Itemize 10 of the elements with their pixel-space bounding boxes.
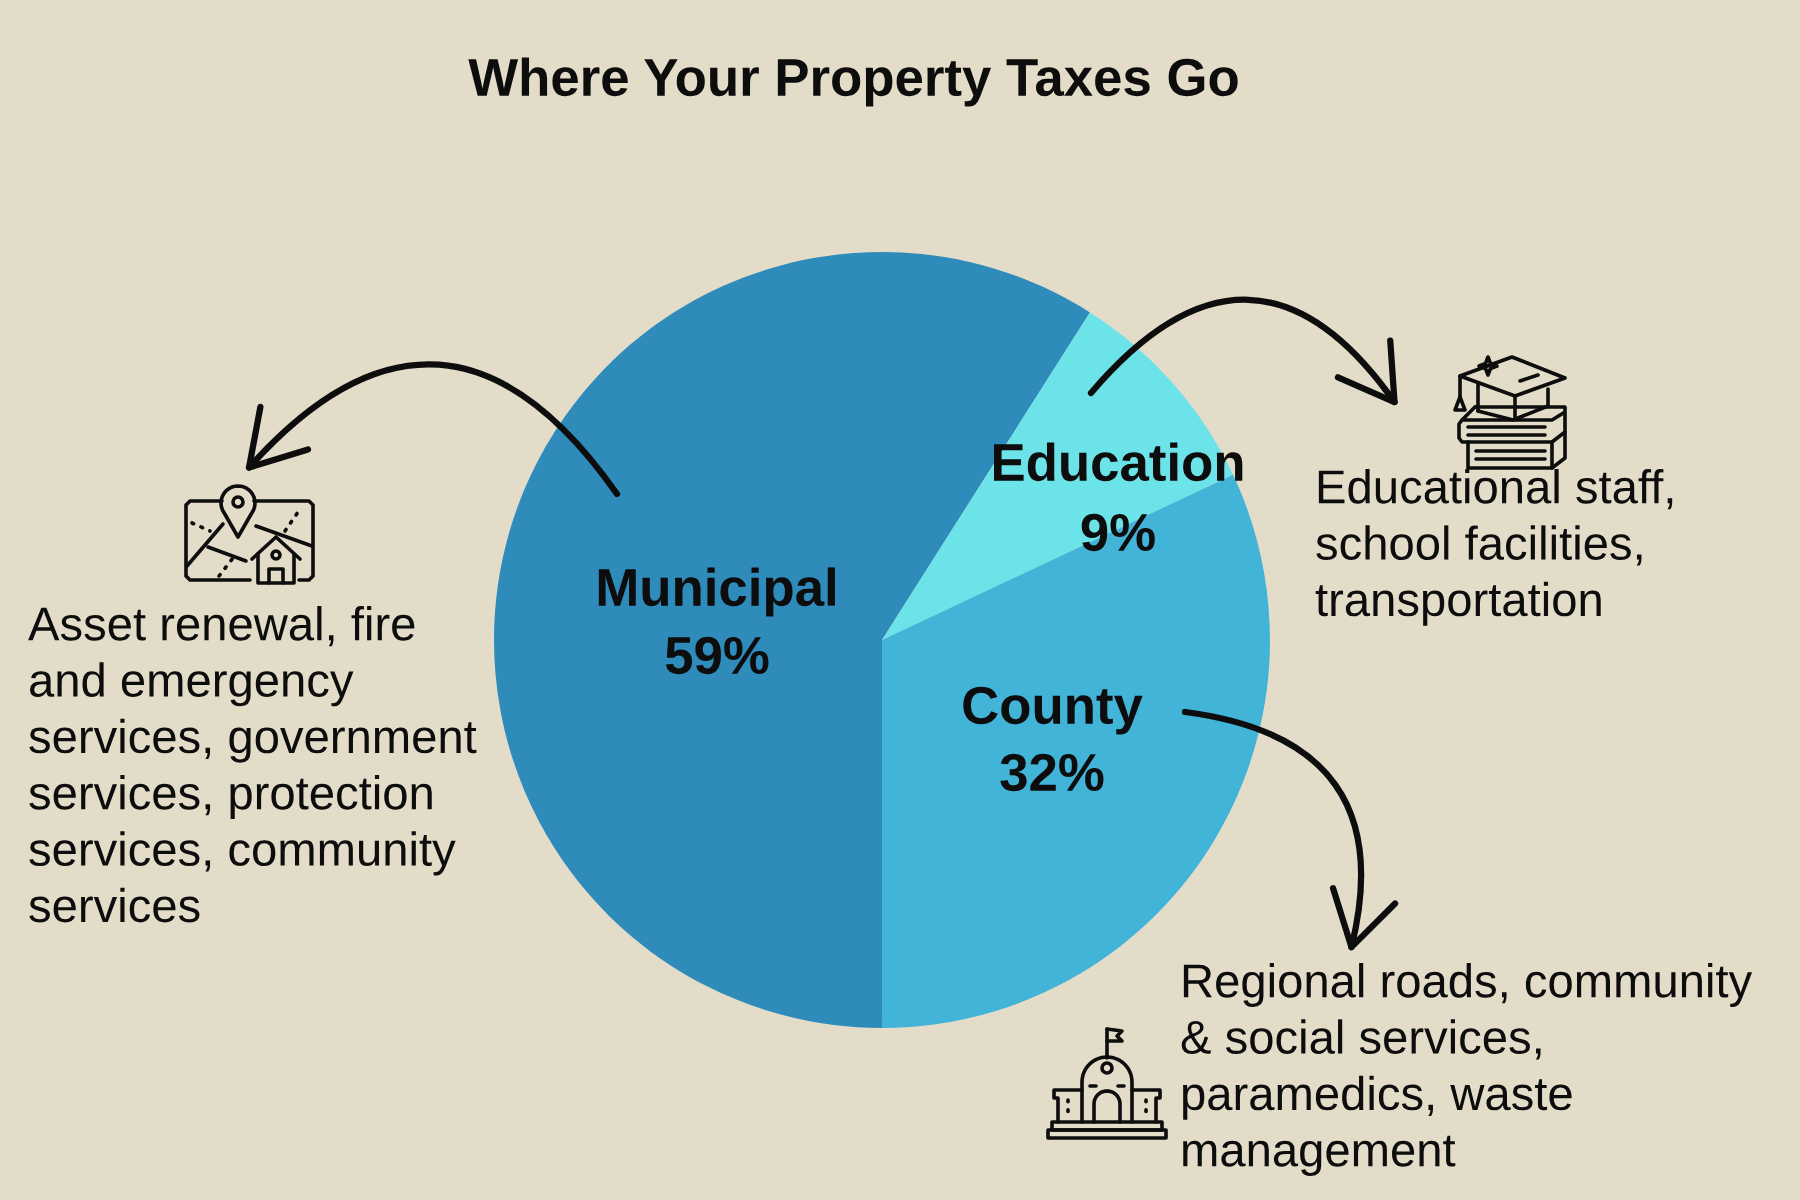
slice-label: Municipal xyxy=(598,567,835,617)
slice-label: Education xyxy=(993,442,1243,482)
text: Educational staff, school facilities, transportation xyxy=(1315,469,1673,626)
text: Regional roads, community & social services, paramedics, waste management xyxy=(1181,963,1753,1177)
chart-title: Where Your Property Taxes Go xyxy=(468,57,1238,107)
data-label: 9% xyxy=(1081,513,1155,552)
text: Asset renewal, fire and emergency services, government services, protection services, community services xyxy=(28,606,477,923)
data-label: 59% xyxy=(665,636,769,675)
data-label: 32% xyxy=(1000,753,1104,792)
slice-label: County xyxy=(963,686,1143,735)
